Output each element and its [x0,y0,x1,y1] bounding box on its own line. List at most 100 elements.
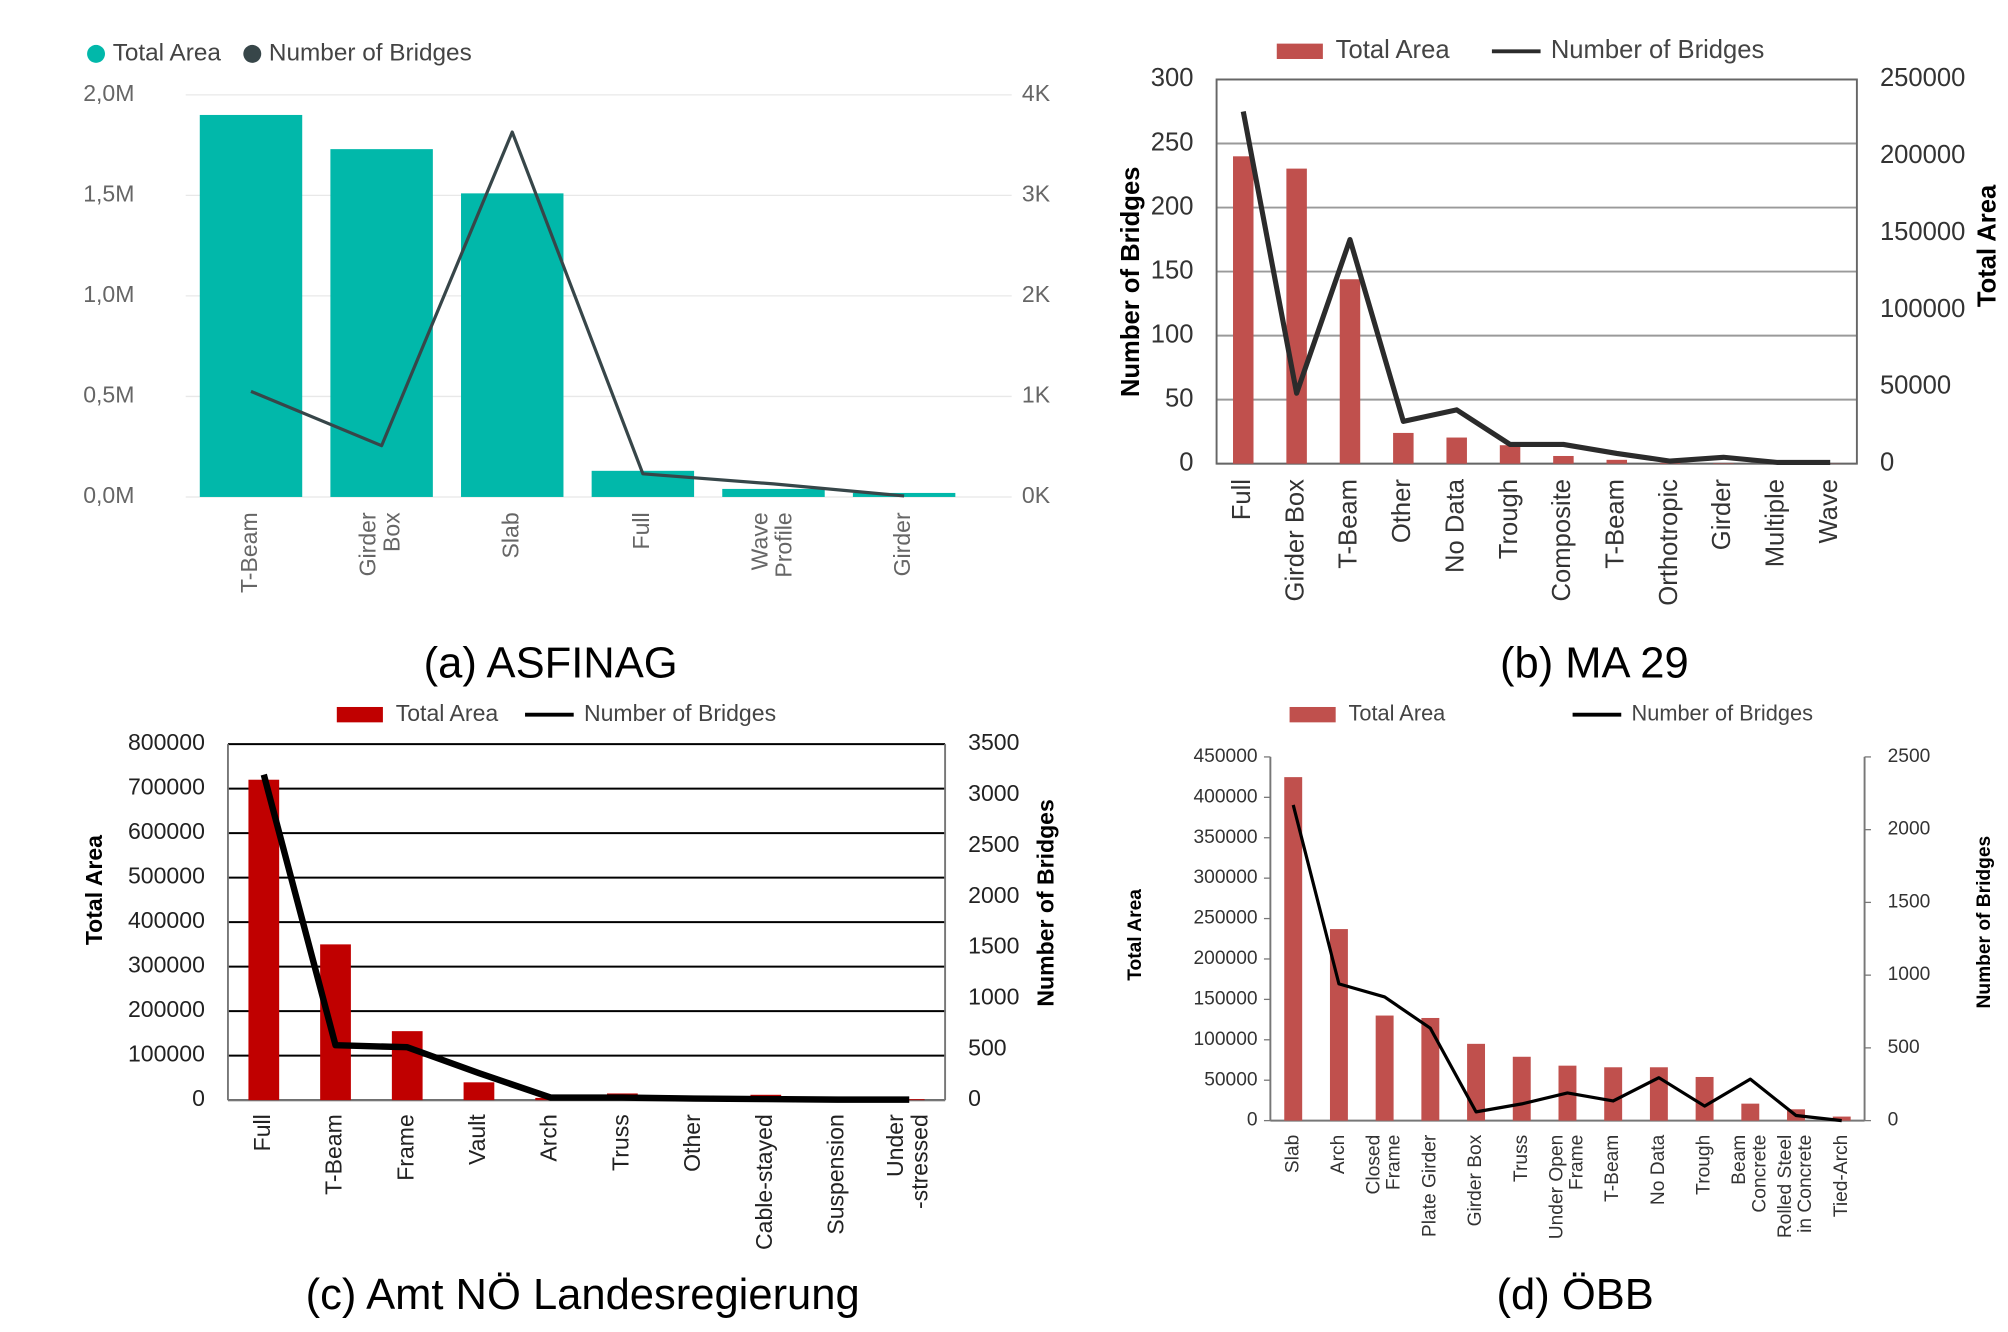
line [260,773,910,1103]
y-tick-label: 450000 [1194,746,1258,767]
y-tick-label: 500000 [128,863,205,889]
y-axis-title: Number of Bridges [1117,167,1145,398]
bar [391,1031,423,1101]
y-tick-label: 100000 [128,1041,205,1067]
x-tick-label: Other [1388,479,1416,544]
y-tick-label: 0 [1247,1110,1258,1131]
y-tick-label: 350000 [1194,827,1258,848]
bar [1499,445,1521,464]
y-tick-label: 400000 [1194,786,1258,807]
bar [1233,156,1254,464]
y2-tick-label: 2000 [1888,819,1931,840]
x-tick-label: Rolled Steelin Concrete [1775,1135,1816,1238]
x-tick-label: No Data [1648,1134,1669,1205]
legend-marker [243,44,262,63]
x-tick-label: Girder Box [1465,1134,1486,1226]
legend-marker [336,706,383,723]
y2-tick-label: 0K [1022,482,1051,508]
x-tick-label: BeamConcrete [1729,1135,1770,1213]
bar [1286,168,1307,464]
y-tick-label: 700000 [128,774,205,800]
x-tick-label: Under OpenFrame [1546,1135,1587,1240]
y2-tick-label: 3K [1022,180,1051,206]
x-tick-label: Arch [536,1114,562,1161]
x-tick-label: Full [1228,479,1256,520]
y2-tick-label: 2500 [968,831,1019,857]
y-tick-label: 0 [192,1085,205,1111]
y-tick-label: 0,5M [83,382,134,408]
x-tick-label: Slab [497,512,523,558]
x-tick-label: Trough [1495,479,1523,559]
y-tick-label: 400000 [128,907,205,933]
y2-tick-label: 3500 [968,729,1019,755]
y-tick-label: 100000 [1194,1029,1258,1050]
y2-tick-label: 100000 [1880,295,1965,323]
chart-caption: (d) ÖBB [1497,1271,1654,1319]
bar [893,1099,925,1101]
x-tick-label: No Data [1441,478,1469,573]
y-tick-label: 250000 [1194,908,1258,929]
y-axis-title: Total Area [81,835,107,945]
legend-label: Number of Bridges [1632,700,1814,725]
legend-marker [87,44,106,63]
bar [1284,777,1303,1121]
y-tick-label: 150 [1151,256,1194,284]
y2-tick-label: 0 [968,1085,981,1111]
y-tick-label: 250 [1151,128,1194,156]
bar [1553,455,1574,464]
x-tick-label: Truss [1511,1135,1532,1182]
x-tick-label: T-Beam [1602,479,1630,569]
line [250,130,905,498]
y2-tick-label: 2000 [968,882,1019,908]
y-tick-label: 150000 [1194,988,1258,1009]
x-tick-label: WaveProfile [746,512,796,577]
bar [248,779,280,1101]
y-tick-label: 0 [1179,448,1193,476]
y-tick-label: 200000 [1194,948,1258,969]
y-tick-label: 100 [1151,320,1194,348]
x-tick-label: Composite [1548,479,1576,601]
y2-tick-label: 50000 [1880,372,1951,400]
chart: 0,0M 0,5M 1,0M 1,5M 2,0M 0K 1K 2K 3K 4K T-Beam Gird… [83,39,1051,687]
legend-label: Number of Bridges [1551,36,1765,64]
y2-axis-title: Number of Bridges [1033,799,1059,1006]
y-tick-label: 300 [1151,64,1194,92]
x-tick-label: T-Beam [236,512,262,593]
bar [463,1082,495,1101]
x-tick-label: T-Beam [321,1114,347,1195]
y2-tick-label: 1K [1022,382,1051,408]
x-tick-label: Plate Girder [1419,1134,1440,1237]
x-tick-label: Girder [889,512,915,576]
bar [1604,1067,1623,1121]
legend-label: Total Area [113,39,222,66]
y2-tick-label: 150000 [1880,218,1965,246]
y2-tick-label: 1500 [968,933,1019,959]
x-tick-label: Full [249,1114,275,1151]
x-tick-label: Orthotropic [1655,479,1683,606]
bar [1649,1067,1668,1121]
chart: 0 100000 200000 300000 400000 500000 600000 700… [81,700,1058,1319]
bar [1695,1076,1714,1121]
bar [1446,437,1467,464]
chart: 0 50 100 150 200 250 300 0 50000 100000 150000 2000… [1117,36,2002,687]
y-tick-label: 200 [1151,192,1194,220]
x-tick-label: Tied-Arch [1831,1135,1852,1217]
x-tick-label: Arch [1328,1135,1349,1174]
x-tick-label: Suspension [823,1114,849,1234]
bar [1512,1056,1531,1121]
y-tick-label: 300000 [128,952,205,978]
x-tick-label: Trough [1694,1135,1715,1195]
legend-label: Number of Bridges [584,700,776,726]
y2-axis-title: Number of Bridges [1974,836,1995,1009]
y-tick-label: 0,0M [83,482,134,508]
x-tick-label: Girder [1708,479,1736,551]
y2-tick-label: 250000 [1880,64,1965,92]
legend-marker [1289,706,1336,723]
bar [330,149,433,497]
y-tick-label: 800000 [128,729,205,755]
y2-tick-label: 3000 [968,780,1019,806]
bar [461,193,564,497]
y2-tick-label: 0 [1888,1110,1899,1131]
y2-tick-label: 4K [1022,80,1051,106]
